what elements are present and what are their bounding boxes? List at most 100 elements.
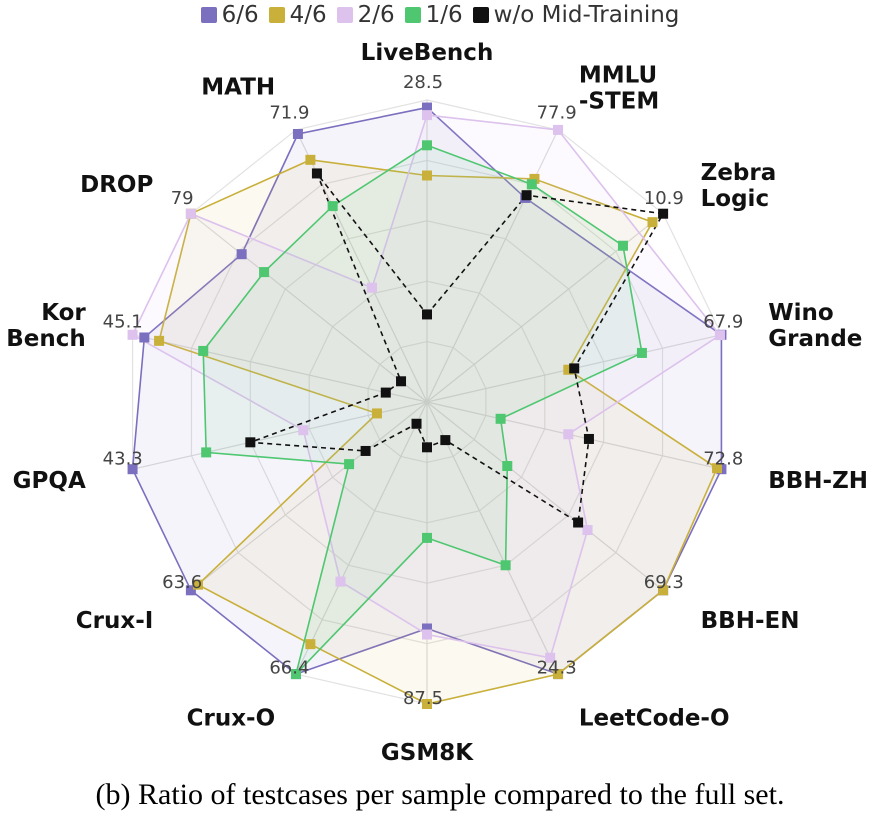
marker-1-6	[422, 140, 432, 151]
marker-2-6	[545, 652, 556, 663]
marker-1-6	[198, 345, 209, 356]
axis-spoke	[426, 401, 559, 675]
axis-spoke	[132, 334, 428, 403]
legend-swatch	[404, 7, 421, 23]
max-value-label: 43.3	[103, 449, 143, 470]
marker-1-6	[495, 413, 506, 424]
axis-spoke	[295, 401, 428, 675]
marker-6-6	[292, 128, 303, 139]
marker-6-6	[422, 623, 432, 634]
axis-label: MMLU -STEM	[579, 63, 659, 115]
marker-4-6	[192, 579, 203, 590]
legend-label: 4/6	[289, 2, 327, 28]
legend-label: 2/6	[357, 2, 395, 28]
max-value-label: 72.8	[703, 449, 743, 470]
marker-2-6	[298, 425, 309, 436]
marker-1-6	[500, 560, 511, 571]
axis-spoke	[426, 401, 722, 470]
marker-6-6	[127, 464, 138, 475]
marker-6-6	[185, 585, 196, 596]
max-value-label: 28.5	[403, 72, 443, 93]
axis-label: DROP	[80, 172, 153, 198]
marker-6-6	[422, 102, 432, 113]
marker-w-o-mid-training	[311, 168, 322, 179]
axis-label: Crux-O	[187, 705, 276, 731]
marker-4-6	[553, 669, 564, 680]
axis-label: GSM8K	[381, 740, 474, 766]
marker-4-6	[658, 585, 669, 596]
marker-4-6	[422, 170, 432, 181]
axis-label: BBH-ZH	[768, 468, 868, 494]
marker-w-o-mid-training	[396, 376, 407, 387]
marker-4-6	[305, 639, 316, 650]
max-value-label: 71.9	[269, 103, 309, 124]
marker-1-6	[617, 240, 628, 251]
axis-label: Zebra Logic	[701, 160, 777, 212]
max-value-label: 45.1	[103, 311, 143, 332]
max-value-label: 63.6	[162, 572, 202, 593]
marker-w-o-mid-training	[411, 418, 422, 429]
legend-swatch	[472, 7, 489, 23]
legend-label: 6/6	[221, 2, 259, 28]
marker-4-6	[305, 154, 316, 165]
legend: 6/6 4/6 2/6 1/6 w/o Mid-Training	[0, 2, 880, 28]
marker-w-o-mid-training	[521, 190, 532, 201]
legend-item-w-o-mid-training: w/o Mid-Training	[472, 2, 680, 28]
legend-swatch	[336, 7, 353, 23]
max-value-label: 10.9	[644, 188, 684, 209]
max-value-label: 66.4	[269, 657, 309, 678]
axis-label: LeetCode-O	[579, 705, 730, 731]
marker-1-6	[422, 532, 432, 543]
axis-label: BBH-EN	[701, 608, 800, 634]
axis-label: Kor Bench	[6, 300, 86, 352]
marker-6-6	[139, 332, 150, 343]
legend-item-1-6: 1/6	[404, 2, 463, 28]
marker-1-6	[327, 201, 338, 212]
marker-w-o-mid-training	[245, 437, 256, 448]
legend-label: w/o Mid-Training	[493, 2, 680, 28]
marker-2-6	[185, 208, 196, 219]
max-value-label: 79	[171, 188, 194, 209]
marker-4-6	[563, 364, 574, 375]
marker-1-6	[526, 179, 537, 190]
marker-2-6	[714, 330, 725, 341]
marker-w-o-mid-training	[569, 363, 580, 374]
marker-1-6	[201, 447, 212, 458]
marker-1-6	[344, 459, 355, 470]
marker-2-6	[553, 124, 564, 135]
marker-4-6	[422, 699, 432, 709]
marker-4-6	[529, 173, 540, 184]
max-value-label: 69.3	[644, 572, 684, 593]
max-value-label: 24.3	[537, 657, 577, 678]
marker-w-o-mid-training	[422, 309, 432, 320]
axis-spoke	[190, 213, 428, 403]
legend-label: 1/6	[425, 2, 463, 28]
marker-1-6	[636, 347, 647, 358]
marker-2-6	[563, 429, 574, 440]
marker-4-6	[647, 217, 658, 228]
marker-w-o-mid-training	[360, 445, 371, 456]
legend-item-6-6: 6/6	[200, 2, 259, 28]
marker-2-6	[422, 110, 432, 121]
axis-spoke	[190, 401, 428, 591]
marker-2-6	[366, 282, 377, 293]
marker-2-6	[335, 576, 346, 587]
marker-1-6	[290, 669, 301, 680]
marker-4-6	[371, 408, 382, 419]
marker-w-o-mid-training	[583, 433, 594, 444]
max-value-label: 67.9	[703, 311, 743, 332]
axis-label: Wino Grande	[768, 300, 862, 352]
marker-w-o-mid-training	[422, 442, 432, 453]
max-value-label: 77.9	[537, 103, 577, 124]
marker-6-6	[236, 249, 247, 260]
max-value-label: 87.5	[403, 688, 443, 709]
legend-swatch	[268, 7, 285, 23]
axis-label: GPQA	[13, 468, 86, 494]
marker-1-6	[259, 267, 270, 278]
legend-item-2-6: 2/6	[336, 2, 395, 28]
legend-swatch	[200, 7, 217, 23]
marker-4-6	[154, 335, 165, 346]
marker-w-o-mid-training	[658, 208, 669, 219]
marker-4-6	[712, 463, 723, 474]
